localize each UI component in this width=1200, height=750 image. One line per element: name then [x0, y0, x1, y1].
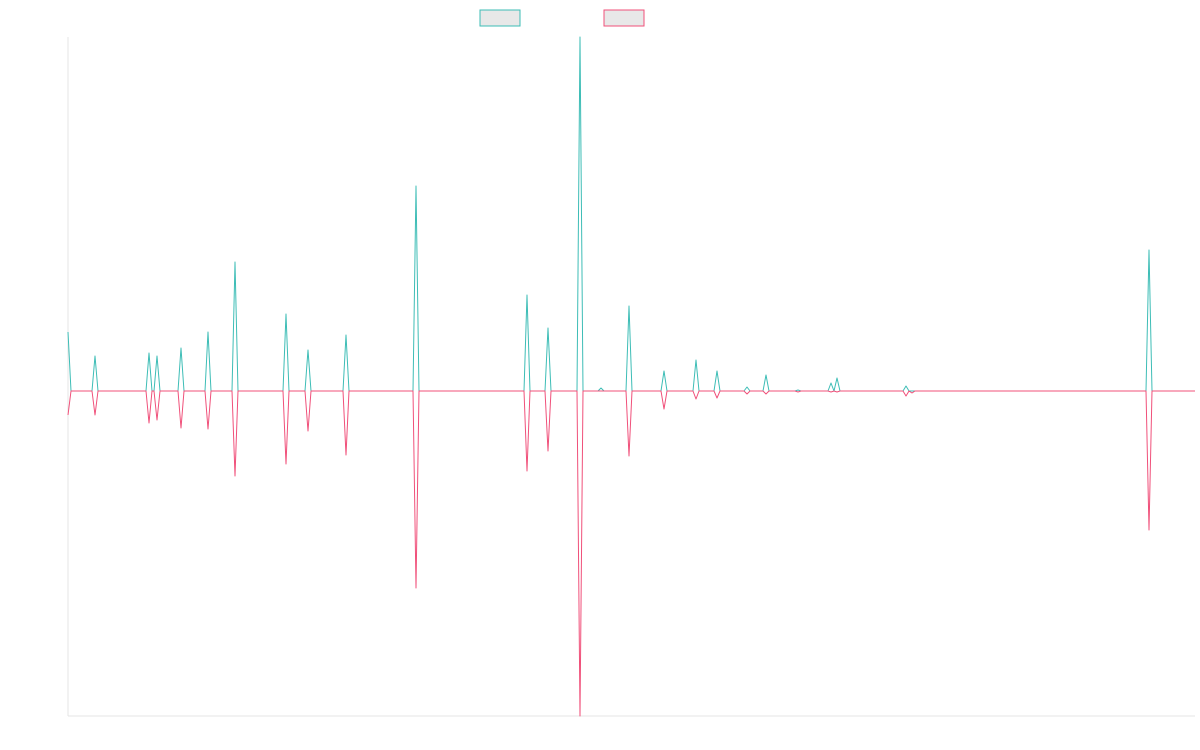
series-line: [67, 390, 1195, 717]
legend-swatch[interactable]: [603, 9, 645, 27]
legend-swatch[interactable]: [479, 9, 521, 27]
series-line: [67, 36, 1195, 392]
